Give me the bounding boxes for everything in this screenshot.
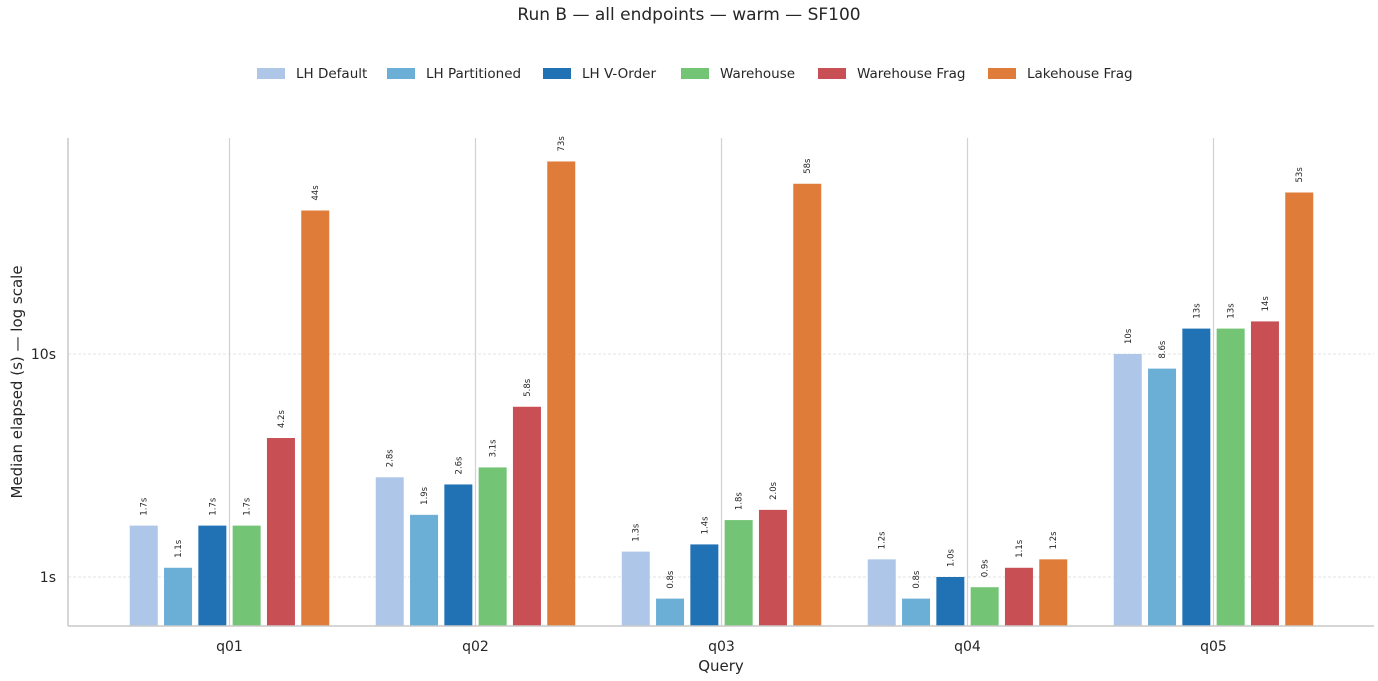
legend-entry: Warehouse Frag — [857, 66, 966, 82]
bar — [656, 598, 685, 626]
bar-value-label: 0.9s — [981, 559, 991, 578]
legend-swatch — [387, 68, 415, 79]
legend-entry: Warehouse — [720, 66, 795, 82]
bar-value-label: 1.1s — [174, 539, 184, 558]
bar-value-label: 1.2s — [1049, 531, 1059, 550]
bar — [301, 210, 330, 626]
bar-value-label: 1.7s — [208, 497, 218, 516]
bar — [1113, 354, 1142, 626]
y-axis-label: Median elapsed (s) — log scale — [8, 265, 26, 498]
bar — [1216, 328, 1245, 626]
bar — [410, 514, 439, 626]
legend-swatch — [257, 68, 285, 79]
bar — [867, 559, 896, 626]
bar-value-label: 0.8s — [666, 570, 676, 589]
bar — [936, 577, 965, 626]
legend-swatch — [818, 68, 846, 79]
bar-value-label: 58s — [803, 158, 813, 174]
bar — [621, 551, 650, 626]
bar-value-label: 2.0s — [769, 481, 779, 500]
chart-title: Run B — all endpoints — warm — SF100 — [517, 5, 860, 25]
legend-entry: LH Default — [296, 66, 367, 82]
bar-value-label: 44s — [311, 185, 321, 201]
bar-value-label: 13s — [1192, 303, 1202, 319]
bar — [1182, 328, 1211, 626]
bar-value-label: 53s — [1295, 167, 1305, 183]
bar-labels: 1.7s 1.1s 1.7s 1.7s 4.2s 44s 2.8s 1.9s 2.6s 3.1s 5… — [140, 136, 1306, 589]
group-separators — [228, 138, 1215, 626]
axes — [67, 138, 1374, 627]
bar — [902, 598, 931, 626]
bar-value-label: 5.8s — [523, 378, 533, 397]
legend-entry: LH Partitioned — [426, 66, 521, 82]
x-tick-label: q02 — [462, 639, 489, 655]
bar — [690, 544, 719, 626]
bar-value-label: 1.7s — [243, 497, 253, 516]
bar — [1039, 559, 1068, 626]
bar — [164, 567, 193, 626]
bar — [266, 438, 295, 626]
bar — [375, 477, 404, 626]
x-tick-label: q03 — [708, 639, 735, 655]
bar-value-label: 1.9s — [420, 486, 430, 505]
bar-value-label: 8.6s — [1158, 340, 1168, 359]
bar-value-label: 2.8s — [386, 449, 396, 468]
bar-value-label: 1.7s — [140, 497, 150, 516]
legend: LH Default LH Partitioned LH V-Order Wareho… — [257, 66, 1133, 82]
bar — [1285, 192, 1314, 626]
bar-value-label: 1.0s — [946, 548, 956, 567]
x-tick-label: q05 — [1200, 639, 1227, 655]
bar — [724, 520, 753, 626]
bar-value-label: 1.8s — [735, 492, 745, 511]
bar — [547, 161, 576, 626]
bar-value-label: 13s — [1227, 303, 1237, 319]
bar-value-label: 1.1s — [1015, 539, 1025, 558]
x-tick-label: q01 — [216, 639, 243, 655]
legend-swatch — [681, 68, 709, 79]
x-tick-label: q04 — [954, 639, 981, 655]
y-tick-label: 10s — [31, 347, 56, 363]
y-tick-label: 1s — [40, 570, 56, 586]
bar-value-label: 3.1s — [489, 439, 499, 458]
bar — [512, 406, 541, 626]
bar — [1004, 567, 1033, 626]
bar-value-label: 1.3s — [632, 523, 642, 542]
y-ticks: 1s 10s — [31, 347, 56, 586]
bar-value-label: 1.4s — [700, 516, 710, 535]
bar — [129, 525, 158, 626]
legend-swatch — [988, 68, 1016, 79]
bar — [970, 587, 999, 626]
bars — [129, 161, 1314, 626]
bar — [198, 525, 227, 626]
x-axis-label: Query — [698, 657, 744, 675]
bar-value-label: 4.2s — [277, 409, 287, 428]
bar — [444, 484, 473, 626]
bar — [1250, 321, 1279, 626]
legend-entry: LH V-Order — [582, 66, 656, 82]
bar — [758, 509, 787, 626]
bar-value-label: 1.2s — [878, 531, 888, 550]
legend-entry: Lakehouse Frag — [1027, 66, 1133, 82]
bar — [478, 467, 507, 626]
legend-swatch — [543, 68, 571, 79]
x-ticks: q01 q02 q03 q04 q05 — [216, 639, 1227, 655]
bar-value-label: 2.6s — [454, 456, 464, 475]
bar — [793, 183, 822, 626]
bar — [1148, 368, 1177, 626]
bar-value-label: 10s — [1124, 328, 1134, 344]
bar-value-label: 0.8s — [912, 570, 922, 589]
bar-value-label: 73s — [557, 136, 567, 152]
bar — [232, 525, 261, 626]
bar-value-label: 14s — [1261, 296, 1271, 312]
